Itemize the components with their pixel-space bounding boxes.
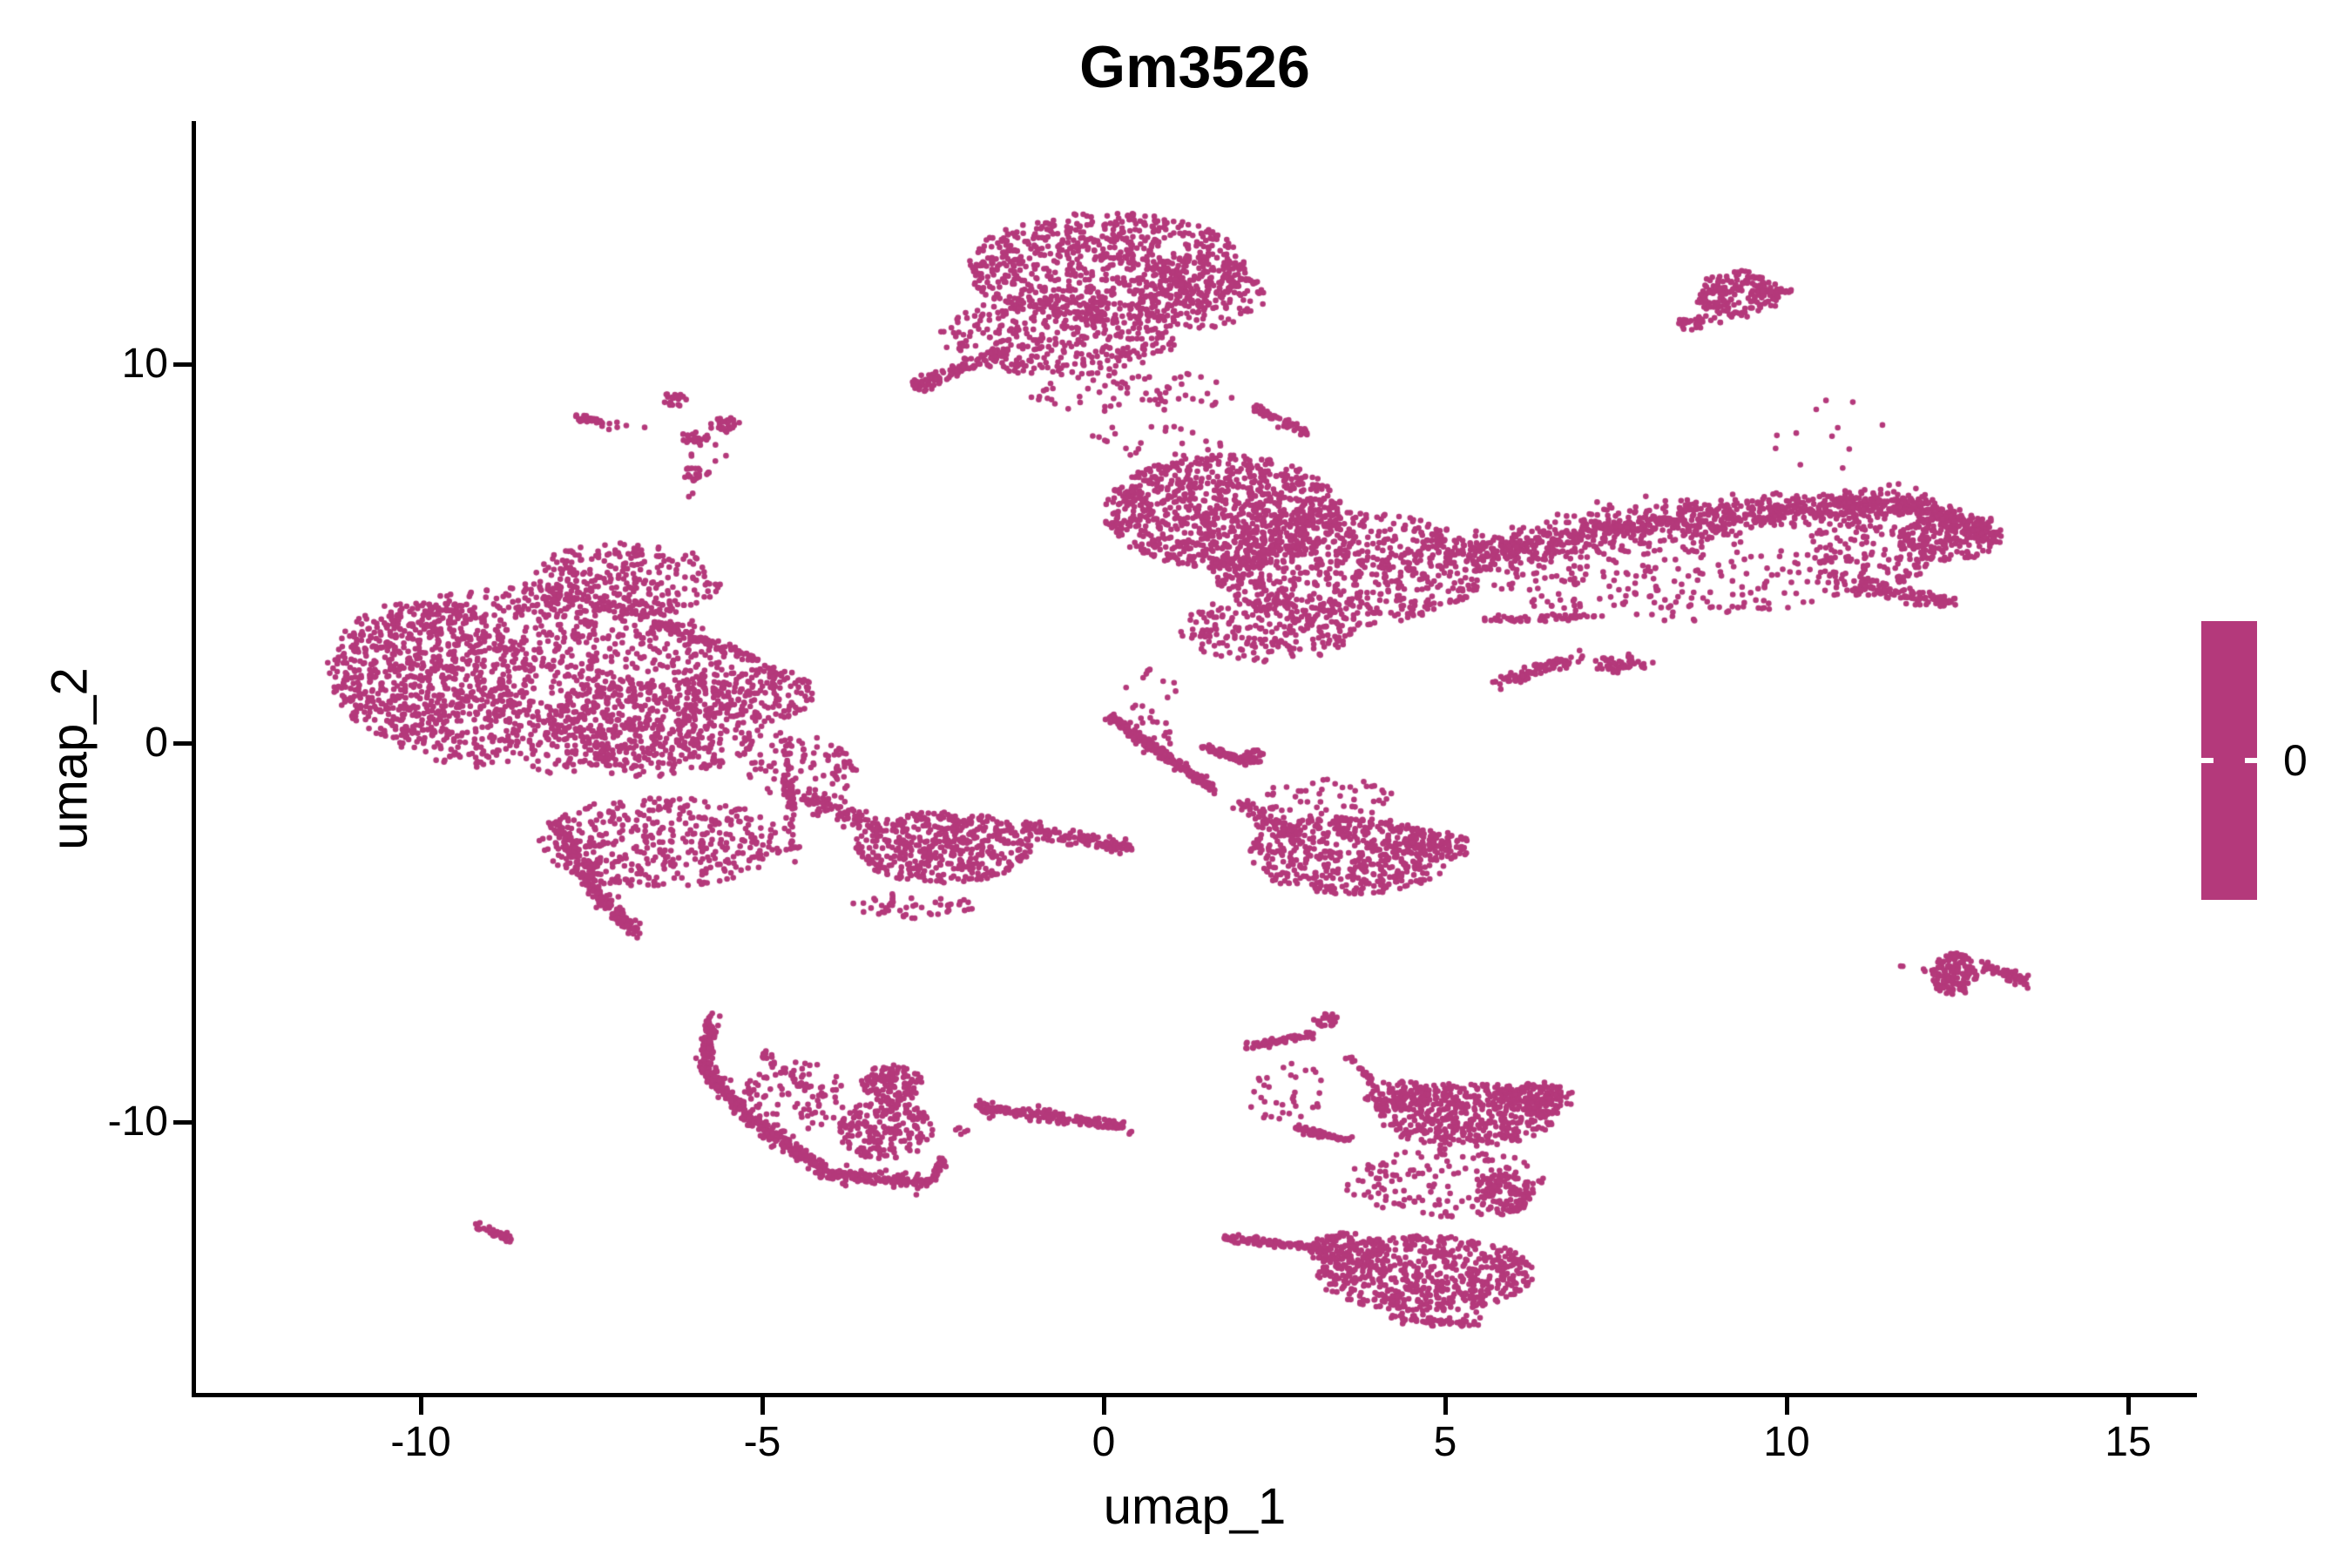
x-tick-mark — [1101, 1397, 1106, 1415]
x-tick-mark — [760, 1397, 765, 1415]
x-tick-label: 10 — [1763, 1419, 1810, 1465]
x-axis-line — [192, 1393, 2197, 1397]
y-axis-title: umap_2 — [41, 667, 98, 850]
x-tick-label: 15 — [2105, 1419, 2152, 1465]
x-tick-mark — [1443, 1397, 1448, 1415]
y-tick-mark — [173, 362, 193, 367]
plot-title: Gm3526 — [1079, 34, 1310, 100]
y-tick-mark — [173, 740, 193, 746]
legend-tick-left — [2201, 758, 2213, 763]
x-tick-label: 5 — [1433, 1419, 1457, 1465]
x-tick-mark — [2126, 1397, 2131, 1415]
y-tick-label: 10 — [121, 341, 168, 387]
y-tick-mark — [173, 1119, 193, 1125]
y-axis-line — [192, 121, 196, 1397]
x-tick-label: -10 — [390, 1419, 451, 1465]
x-tick-mark — [1784, 1397, 1789, 1415]
x-tick-label: -5 — [743, 1419, 781, 1465]
legend-tick-right — [2245, 758, 2257, 763]
y-tick-label: -10 — [107, 1098, 168, 1145]
legend-tick-label: 0 — [2283, 736, 2308, 785]
x-tick-mark — [418, 1397, 423, 1415]
x-axis-title: umap_1 — [1103, 1478, 1287, 1535]
legend-colorbar — [2201, 621, 2257, 900]
x-tick-label: 0 — [1092, 1419, 1116, 1465]
y-tick-label: 0 — [145, 720, 168, 766]
